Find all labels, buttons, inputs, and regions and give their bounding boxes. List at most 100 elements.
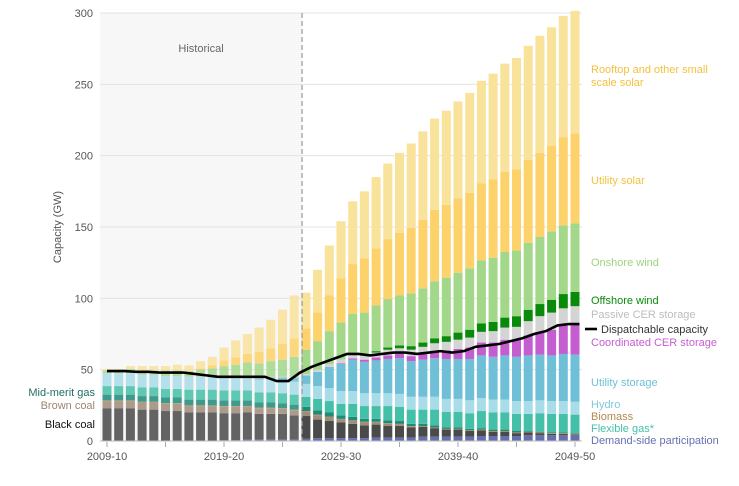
bar-segment [149, 396, 159, 402]
bar-segment [336, 391, 346, 404]
bar-segment [242, 406, 252, 413]
bar-stack [207, 356, 217, 441]
bar-stack [488, 73, 498, 441]
bar-segment [453, 332, 463, 340]
bar-segment [418, 353, 428, 360]
bar-segment [196, 399, 206, 406]
bar-segment [289, 377, 299, 382]
bar-segment [242, 362, 252, 376]
bar-segment [149, 402, 159, 410]
bar-segment [278, 376, 287, 378]
bar-segment [336, 419, 346, 423]
bar-segment [324, 295, 334, 332]
bar-segment [453, 348, 463, 359]
bar-segment [348, 423, 358, 439]
bar-segment [570, 433, 580, 434]
bar-segment [371, 177, 381, 249]
legend-label: Rooftop and other small [591, 64, 708, 76]
bar-segment [207, 368, 217, 377]
bar-segment [453, 358, 463, 399]
bar-segment [137, 396, 147, 402]
bar-segment [336, 403, 346, 416]
bar-segment [465, 431, 475, 437]
bar-segment [161, 388, 170, 398]
bar-segment [500, 436, 510, 441]
bar-segment [289, 439, 299, 441]
bar-segment [278, 380, 287, 394]
bar-segment [512, 436, 521, 441]
bar-segment [336, 363, 346, 364]
bar-segment [359, 312, 369, 356]
bar-segment [336, 278, 346, 323]
bar-segment [196, 361, 206, 369]
bar-segment [324, 245, 334, 296]
bar-segment [172, 403, 182, 412]
bar-segment [558, 137, 568, 226]
bar-segment [242, 439, 252, 441]
bar-segment [137, 374, 147, 388]
bar-segment [476, 436, 486, 441]
bar-segment [430, 425, 440, 428]
bar-segment [125, 400, 135, 402]
bar-segment [395, 358, 404, 394]
y-tick-label: 50 [81, 365, 93, 377]
bar-segment [278, 359, 287, 377]
legend-label: Offshore wind [591, 295, 659, 307]
bar-stack [172, 364, 182, 441]
bar-segment [348, 353, 358, 359]
bar-stack [324, 245, 334, 441]
bar-segment [172, 388, 182, 398]
bar-segment [395, 232, 404, 296]
bar-segment [512, 316, 521, 327]
bar-stack [184, 365, 194, 441]
bar-segment [219, 400, 229, 407]
left-label: Black coal [45, 419, 95, 431]
bar-segment [465, 268, 475, 330]
bar-segment [348, 359, 358, 392]
bar-segment [266, 408, 276, 414]
bar-segment [570, 291, 580, 307]
bar-stack [523, 45, 533, 441]
bar-segment [465, 430, 475, 432]
bar-stack [242, 334, 252, 441]
bar-stack [476, 80, 486, 441]
bar-segment [383, 393, 393, 407]
bar-segment [500, 399, 510, 413]
bar-segment [184, 412, 194, 441]
bar-segment [359, 191, 369, 259]
bar-stack [383, 163, 393, 441]
bar-segment [523, 321, 533, 336]
bar-stack [114, 368, 124, 441]
bar-segment [219, 406, 229, 407]
bar-segment [125, 408, 135, 441]
bar-stack [418, 131, 428, 441]
bar-segment [547, 231, 557, 300]
legend-label: Onshore wind [591, 257, 659, 269]
bar-segment [278, 343, 287, 360]
left-label: Mid-merit gas [28, 387, 95, 399]
y-tick-label: 0 [87, 436, 93, 448]
bar-segment [535, 152, 545, 237]
bar-segment [383, 437, 393, 441]
bar-segment [301, 383, 311, 397]
bar-segment [231, 406, 241, 414]
bar-segment [441, 428, 451, 430]
bar-segment [395, 345, 404, 349]
bar-segment [125, 366, 135, 369]
bar-segment [371, 406, 381, 419]
bar-segment [523, 431, 533, 433]
bar-segment [242, 412, 252, 440]
bar-segment [301, 411, 311, 412]
bar-segment [453, 339, 463, 349]
bar-segment [137, 409, 147, 441]
bar-segment [476, 355, 486, 399]
bar-segment [359, 418, 369, 422]
bar-segment [324, 363, 334, 367]
bar-segment [406, 426, 416, 427]
bar-segment [114, 386, 124, 395]
bar-segment [254, 327, 264, 352]
bar-segment [371, 424, 381, 438]
bar-segment [359, 425, 369, 439]
bar-segment [418, 423, 428, 427]
